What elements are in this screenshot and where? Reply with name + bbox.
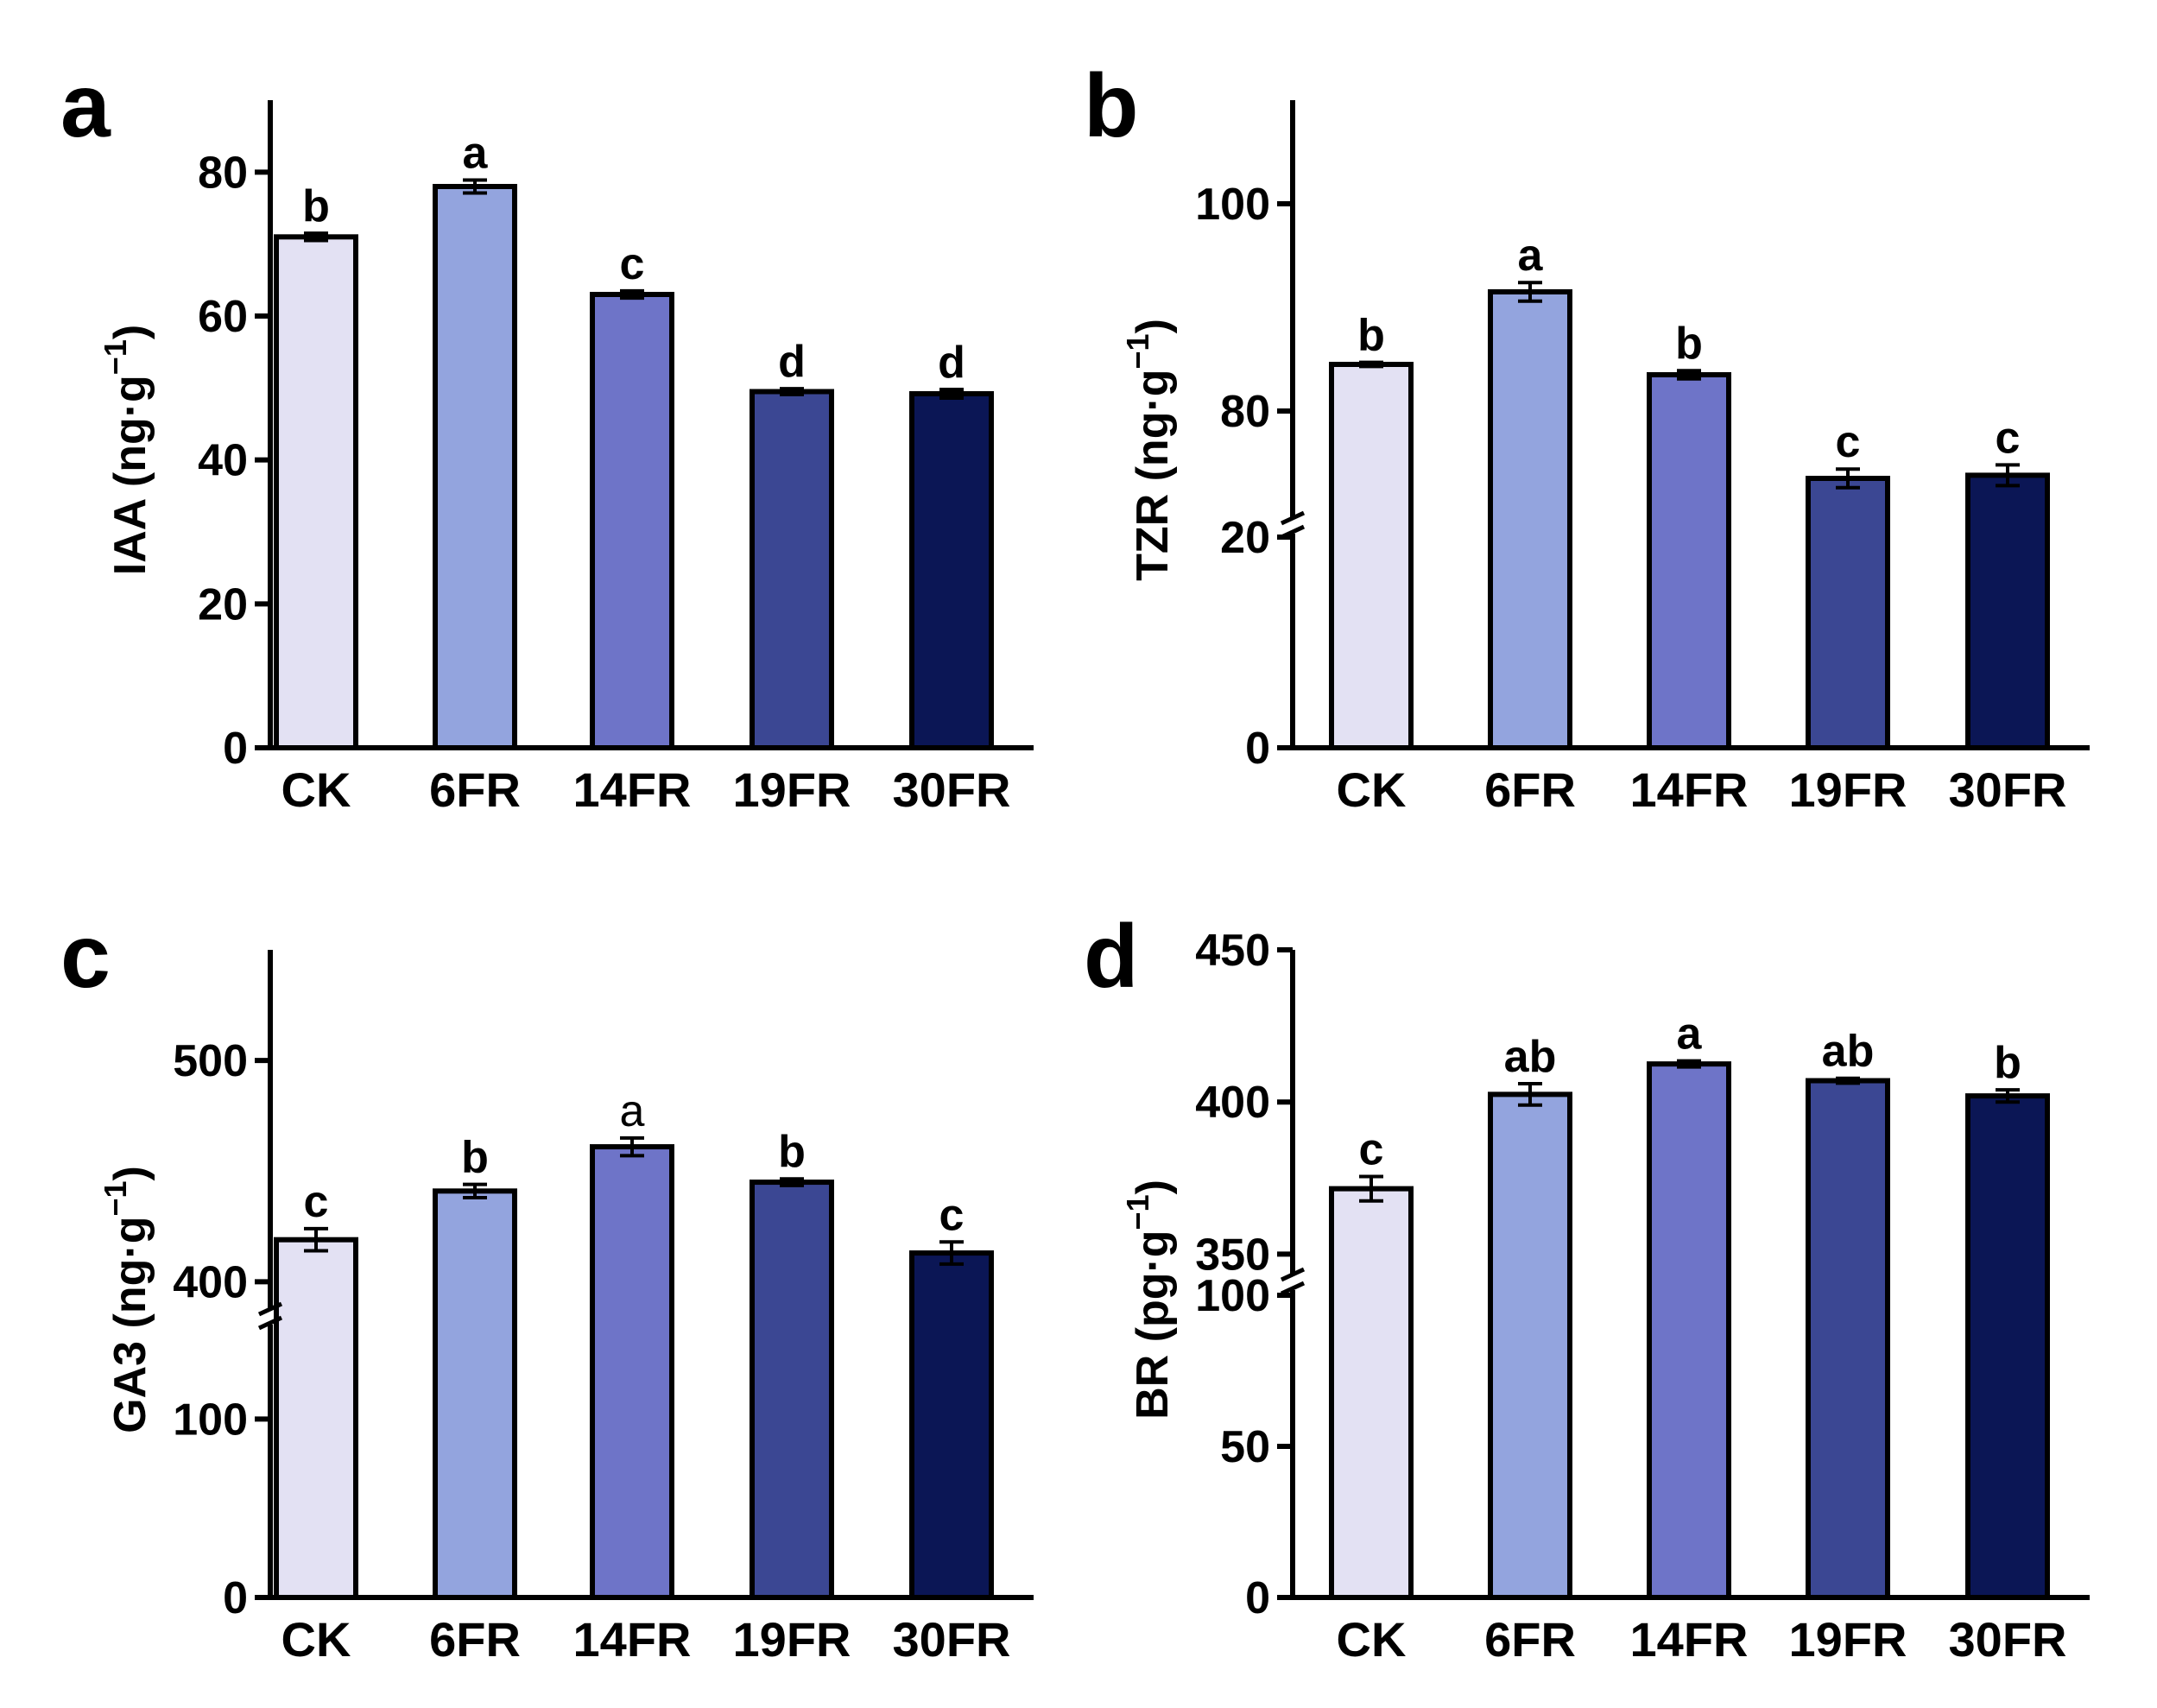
panel-c-significance-3: b bbox=[778, 1127, 806, 1177]
panel-c-significance-1: b bbox=[461, 1133, 489, 1183]
panel-d-bar-6fr bbox=[1488, 1091, 1572, 1600]
panel-d-significance-3: ab bbox=[1822, 1027, 1875, 1077]
panel-a-bar-19fr bbox=[750, 389, 834, 750]
panel-d-axis-break-mark-1 bbox=[1280, 1267, 1306, 1282]
panel-c-xtick-label-2: 14FR bbox=[573, 1612, 692, 1667]
panel-a-ytick-label-2: 40 bbox=[198, 436, 248, 486]
panel-c-significance-0: c bbox=[304, 1177, 329, 1227]
panel-a-xtick-label-2: 14FR bbox=[573, 762, 692, 817]
panel-d-ytick-label-4: 400 bbox=[1195, 1078, 1270, 1128]
panel-d-bar-19fr bbox=[1806, 1078, 1890, 1600]
panel-a-xtick-label-4: 30FR bbox=[893, 762, 1011, 817]
panel-b: b b CK a 6FR b 14FR c 19FR c 30FR 0 20 80 100 TZR (ng·g… bbox=[1084, 56, 2090, 817]
panel-d-significance-2: a bbox=[1677, 1009, 1703, 1060]
panel-c-bar-14fr bbox=[590, 1144, 674, 1600]
panel-b-ytick-label-2: 80 bbox=[1220, 387, 1270, 437]
panel-b-bar-19fr bbox=[1806, 476, 1890, 750]
panel-a-significance-2: c bbox=[620, 239, 645, 289]
panel-a-significance-4: d bbox=[938, 338, 965, 388]
panel-d-bar-30fr bbox=[1965, 1093, 2050, 1600]
panel-c-bar-19fr bbox=[750, 1180, 834, 1600]
panel-c-bar-30fr bbox=[909, 1250, 994, 1600]
panel-b-significance-2: b bbox=[1675, 319, 1703, 369]
panel-b-bar-14fr bbox=[1647, 372, 1731, 750]
panel-c-xtick-label-4: 30FR bbox=[893, 1612, 1011, 1667]
panel-b-xtick-label-3: 19FR bbox=[1789, 762, 1907, 817]
panel-c: c c CK b 6FR a 14FR b 19FR c 30FR 0 100 400 500 GA3 (ng… bbox=[60, 907, 1034, 1667]
panel-a-xtick-label-3: 19FR bbox=[733, 762, 851, 817]
panel-c-ylabel: GA3 (ng·g−1) bbox=[98, 1166, 155, 1433]
panel-a-xtick-label-1: 6FR bbox=[429, 762, 521, 817]
panel-c-bar-ck bbox=[274, 1237, 358, 1600]
panel-d-bar-ck bbox=[1329, 1186, 1414, 1600]
panel-b-ylabel: TZR (ng·g−1) bbox=[1120, 319, 1178, 581]
panel-a-bar-ck bbox=[274, 234, 358, 751]
panel-a: a b CK a 6FR c 14FR d 19FR d 30FR 0 20 40 60 80 IAA (ng·… bbox=[60, 56, 1034, 817]
panel-a-significance-0: b bbox=[302, 181, 330, 231]
panel-c-significance-2: a bbox=[620, 1086, 645, 1136]
panel-a-significance-1: a bbox=[463, 129, 489, 179]
panel-a-ytick-label-0: 0 bbox=[223, 724, 248, 774]
panel-c-ytick-label-2: 400 bbox=[173, 1257, 248, 1307]
panel-a-ytick-label-4: 80 bbox=[198, 148, 248, 198]
panel-d-ytick-label-1: 50 bbox=[1220, 1422, 1270, 1472]
panel-b-axis-break-mark-1 bbox=[1280, 510, 1306, 526]
panel-b-ytick-label-1: 20 bbox=[1220, 513, 1270, 563]
panel-b-significance-1: a bbox=[1518, 231, 1544, 281]
panel-d-significance-4: b bbox=[1994, 1038, 2021, 1088]
panel-d-ytick-label-2: 100 bbox=[1195, 1271, 1270, 1321]
panel-c-ytick-label-3: 500 bbox=[173, 1036, 248, 1086]
panel-b-significance-3: c bbox=[1836, 417, 1861, 467]
panel-a-ytick-label-3: 60 bbox=[198, 292, 248, 342]
panel-d-xtick-label-2: 14FR bbox=[1630, 1612, 1749, 1667]
panel-a-bar-14fr bbox=[590, 292, 674, 750]
panel-d-xtick-label-3: 19FR bbox=[1789, 1612, 1907, 1667]
panel-a-xtick-label-0: CK bbox=[281, 762, 351, 817]
panel-b-significance-0: b bbox=[1357, 311, 1385, 361]
panel-c-letter: c bbox=[60, 907, 111, 1007]
panel-d-ytick-label-0: 0 bbox=[1245, 1573, 1270, 1623]
panel-d-ylabel: BR (pg·g−1) bbox=[1120, 1180, 1178, 1420]
panel-a-letter: a bbox=[60, 56, 111, 156]
panel-d-ytick-label-3: 350 bbox=[1195, 1230, 1270, 1280]
panel-c-ytick-label-0: 0 bbox=[223, 1573, 248, 1623]
panel-a-ylabel: IAA (ng·g−1) bbox=[98, 325, 155, 575]
panel-c-significance-4: c bbox=[939, 1190, 965, 1240]
panel-b-bar-6fr bbox=[1488, 289, 1572, 750]
panel-c-xtick-label-1: 6FR bbox=[429, 1612, 521, 1667]
panel-a-bar-30fr bbox=[909, 391, 994, 750]
panel-d-ytick-label-5: 450 bbox=[1195, 926, 1270, 976]
panel-d-bar-14fr bbox=[1647, 1061, 1731, 1600]
panel-b-significance-4: c bbox=[1996, 413, 2021, 463]
panel-c-bar-6fr bbox=[433, 1188, 517, 1600]
panel-a-bar-6fr bbox=[433, 184, 517, 750]
panel-b-xtick-label-4: 30FR bbox=[1949, 762, 2067, 817]
panel-c-xtick-label-0: CK bbox=[281, 1612, 351, 1667]
panel-a-significance-3: d bbox=[778, 337, 806, 387]
panel-c-axis-break-mark-2 bbox=[257, 1315, 283, 1331]
panel-d-xtick-label-1: 6FR bbox=[1484, 1612, 1576, 1667]
panel-b-ytick-label-0: 0 bbox=[1245, 724, 1270, 774]
panel-b-letter: b bbox=[1084, 56, 1139, 156]
panel-d-xtick-label-0: CK bbox=[1337, 1612, 1407, 1667]
panel-b-ytick-label-3: 100 bbox=[1195, 180, 1270, 230]
panel-b-bar-30fr bbox=[1965, 472, 2050, 751]
panel-b-xtick-label-1: 6FR bbox=[1484, 762, 1576, 817]
panel-d-significance-1: ab bbox=[1504, 1032, 1557, 1082]
panel-b-bar-ck bbox=[1329, 362, 1414, 750]
panel-c-ytick-label-1: 100 bbox=[173, 1395, 248, 1445]
panel-c-axis-break-mark-1 bbox=[257, 1301, 283, 1317]
panel-a-ytick-label-1: 20 bbox=[198, 579, 248, 629]
panel-b-xtick-label-2: 14FR bbox=[1630, 762, 1749, 817]
panel-d-significance-0: c bbox=[1359, 1125, 1384, 1175]
panel-b-xtick-label-0: CK bbox=[1337, 762, 1407, 817]
panel-d-axis-break-mark-2 bbox=[1280, 1281, 1306, 1296]
panel-c-xtick-label-3: 19FR bbox=[733, 1612, 851, 1667]
panel-d-xtick-label-4: 30FR bbox=[1949, 1612, 2067, 1667]
panel-d-letter: d bbox=[1084, 907, 1139, 1007]
